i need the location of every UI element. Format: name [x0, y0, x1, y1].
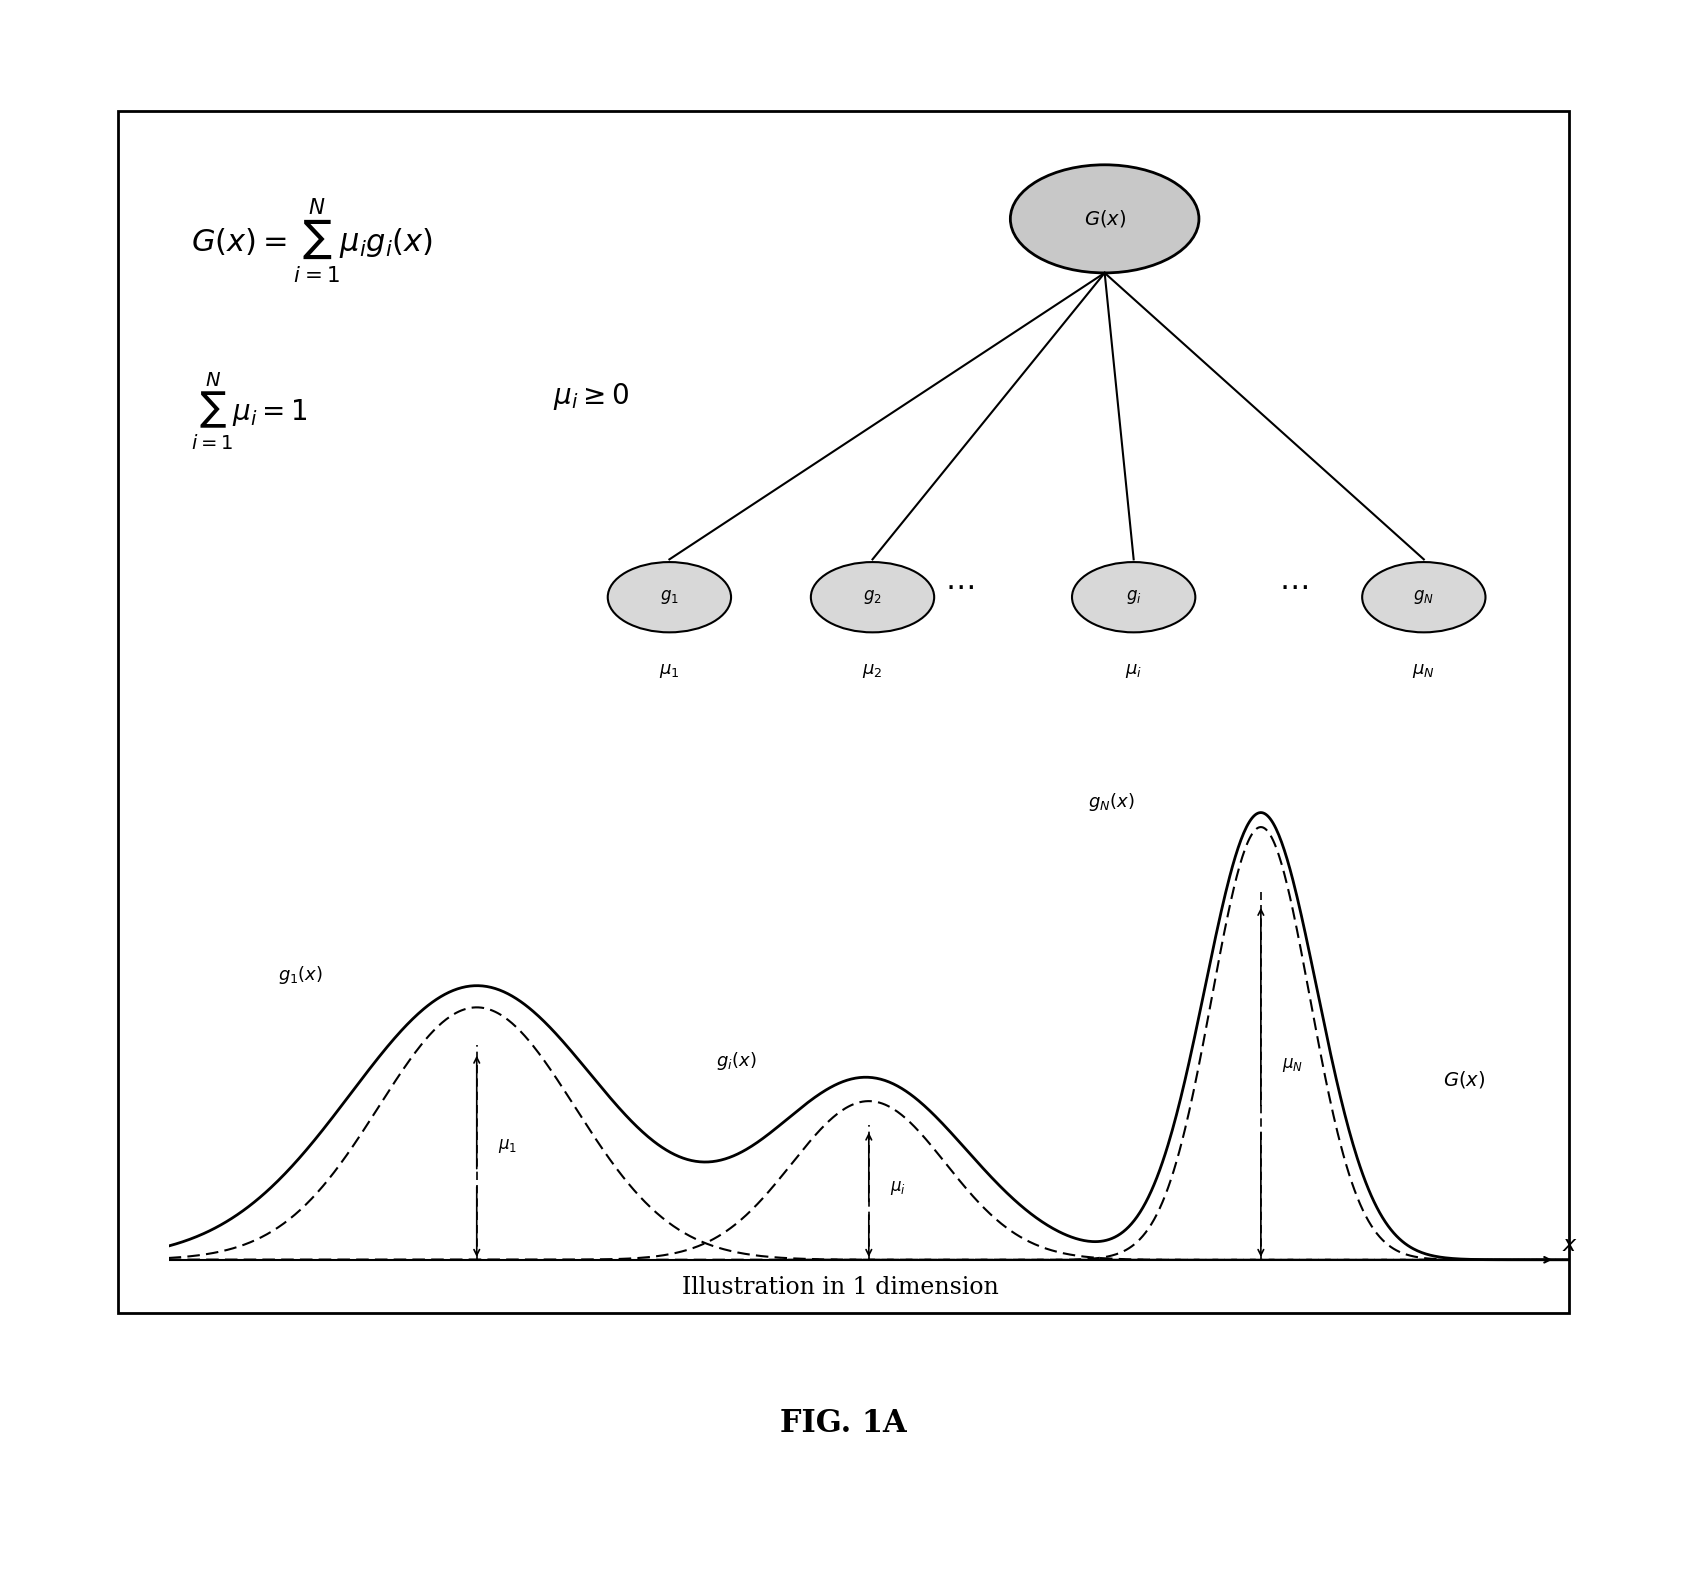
Text: $\cdots$: $\cdots$: [1279, 573, 1307, 601]
Text: $g_i(x)$: $g_i(x)$: [717, 1050, 757, 1073]
Text: $\mu_i\geq 0$: $\mu_i\geq 0$: [553, 381, 629, 411]
Text: $\mu_N$: $\mu_N$: [1412, 661, 1436, 680]
Text: $x$: $x$: [1562, 1234, 1577, 1256]
Text: $g_N(x)$: $g_N(x)$: [1088, 791, 1135, 813]
Ellipse shape: [607, 562, 730, 633]
Text: $\mu_i$: $\mu_i$: [889, 1180, 906, 1198]
Ellipse shape: [1361, 562, 1486, 633]
Text: $\mu_1$: $\mu_1$: [498, 1137, 516, 1155]
Text: $\sum_{i=1}^{N}\mu_i=1$: $\sum_{i=1}^{N}\mu_i=1$: [191, 370, 307, 452]
Text: $\cdots$: $\cdots$: [945, 573, 973, 601]
Text: $G(x)$: $G(x)$: [1442, 1069, 1485, 1090]
Text: $g_i$: $g_i$: [1125, 589, 1142, 606]
Text: $\mu_i$: $\mu_i$: [1125, 661, 1142, 680]
Ellipse shape: [811, 562, 935, 633]
Text: $g_N$: $g_N$: [1414, 589, 1434, 606]
Text: $g_1(x)$: $g_1(x)$: [278, 963, 322, 986]
Text: $\mu_N$: $\mu_N$: [1282, 1057, 1302, 1074]
Text: FIG. 1A: FIG. 1A: [779, 1408, 908, 1440]
Text: Illustration in 1 dimension: Illustration in 1 dimension: [683, 1275, 999, 1299]
Text: $G(x)=\sum_{i=1}^{N}\mu_i g_i(x)$: $G(x)=\sum_{i=1}^{N}\mu_i g_i(x)$: [191, 198, 434, 286]
Text: $\mu_2$: $\mu_2$: [862, 661, 882, 680]
Ellipse shape: [1011, 165, 1199, 272]
Ellipse shape: [1071, 562, 1196, 633]
FancyBboxPatch shape: [118, 111, 1569, 1313]
Text: $\mu_1$: $\mu_1$: [660, 661, 680, 680]
Text: $G(x)$: $G(x)$: [1083, 209, 1125, 229]
Text: $g_2$: $g_2$: [864, 589, 882, 606]
Text: $g_1$: $g_1$: [660, 589, 678, 606]
